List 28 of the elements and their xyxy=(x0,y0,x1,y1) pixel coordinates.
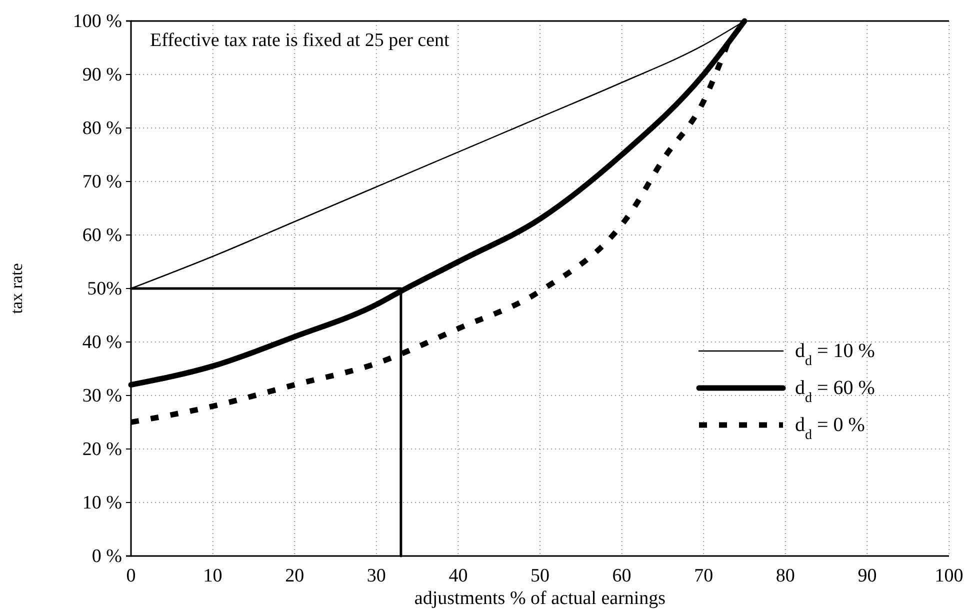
x-tick-label: 0 xyxy=(126,565,136,586)
x-tick-label: 40 xyxy=(448,565,468,586)
x-tick-label: 30 xyxy=(366,565,386,586)
y-tick-label: 40 % xyxy=(82,332,122,354)
y-tick-label: 20 % xyxy=(82,439,122,460)
y-tick-label: 100 % xyxy=(72,11,122,32)
annotation: Effective tax rate is fixed at 25 per cent xyxy=(150,30,450,51)
y-axis-title: tax rate xyxy=(7,263,26,314)
x-axis-title: adjustments % of actual earnings xyxy=(414,588,666,609)
x-tick-label: 80 xyxy=(776,565,795,586)
y-tick-label: 80 % xyxy=(82,118,122,140)
legend-label: d$_{d}$ = 0 % xyxy=(795,414,865,442)
x-tick-label: 90 xyxy=(858,565,877,586)
y-tick-label: 70 % xyxy=(82,172,122,193)
y-tick-label: 10 % xyxy=(82,492,122,514)
x-tick-label: 20 xyxy=(285,565,304,586)
y-tick-label: 0 % xyxy=(92,546,122,568)
y-tick-label: 50% xyxy=(87,278,122,300)
x-tick-label: 60 xyxy=(612,565,632,586)
y-tick-label: 30 % xyxy=(82,386,122,407)
x-tick-label: 10 xyxy=(203,565,222,586)
x-tick-label: 100 xyxy=(934,565,964,586)
y-tick-label: 90 % xyxy=(82,64,122,86)
x-tick-label: 50 xyxy=(530,565,550,586)
x-tick-label: 70 xyxy=(694,565,714,586)
legend-label: d$_{d}$ = 60 % xyxy=(795,377,875,406)
y-tick-label: 60 % xyxy=(82,225,122,246)
legend-label: d$_{d}$ = 10 % xyxy=(795,340,875,368)
